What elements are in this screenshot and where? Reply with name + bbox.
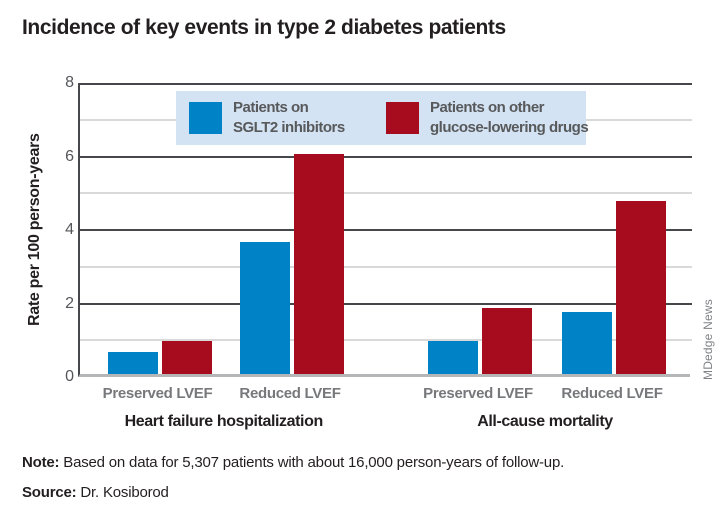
legend-label: Patients on other glucose-lowering drugs [430,99,589,136]
group-label-1: Heart failure hospitalization [124,413,324,430]
y-tick-label-6: 6 [65,147,74,165]
note-body: Based on data for 5,307 patients with ab… [59,454,565,471]
chart-title: Incidence of key events in type 2 diabet… [22,16,506,39]
legend-label: Patients on SGLT2 inhibitors [233,99,345,136]
group-label-2: All-cause mortality [477,413,613,430]
source-label: Source: [22,484,77,501]
bar-other-drugs-group2 [294,153,344,374]
y-tick-label-2: 2 [65,294,74,312]
gridline-y1 [80,339,692,342]
y-tick-label-4: 4 [65,221,74,238]
plot-area [78,83,692,377]
gridline-y3 [80,265,692,268]
bar-other-drugs-group4 [616,201,666,374]
bar-other-drugs-group3 [482,307,532,374]
bar-sglt2-group4 [562,311,612,374]
gridline-y2 [80,302,692,305]
gridline-y5 [80,192,692,195]
source-body: Dr. Kosiborod [76,484,169,501]
bar-sglt2-group3 [428,340,478,374]
y-tick-label-0: 0 [65,368,74,385]
bar-sglt2-group1 [107,351,158,374]
x-tick-label-group1: Preserved LVEF [102,385,213,402]
y-tick-label-8: 8 [65,74,74,91]
source-text: Source: Dr. Kosiborod [22,484,169,501]
gridline-y6 [80,155,692,158]
note-text: Note: Based on data for 5,307 patients w… [22,454,564,471]
legend-swatch-icon [386,102,419,134]
x-tick-label-group4: Reduced LVEF [561,385,663,402]
gridline-y4 [80,229,692,231]
gridline-y8 [80,83,692,85]
x-tick-label-group2: Reduced LVEF [239,385,341,402]
legend-swatch-icon [189,102,222,134]
x-tick-label-group3: Preserved LVEF [423,385,533,402]
note-label: Note: [22,454,60,471]
bar-other-drugs-group1 [161,340,212,374]
y-axis-title: Rate per 100 person-years [26,133,43,327]
bar-sglt2-group2 [240,241,290,374]
mdedge-news-watermark: MDedge News [701,299,715,380]
legend: Patients on SGLT2 inhibitors Patients on o… [176,91,589,145]
